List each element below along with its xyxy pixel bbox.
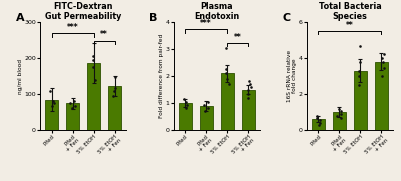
Bar [333,112,346,130]
Point [225,83,232,86]
Text: **: ** [346,21,354,30]
Point [200,104,207,106]
Point [89,58,96,61]
Point [223,68,229,71]
Point [338,112,344,115]
Point [71,104,78,107]
Point [246,82,253,85]
Text: **: ** [234,33,241,42]
Point [205,100,211,103]
Point [90,66,97,68]
Point [183,100,190,103]
Y-axis label: Fold difference from pair-fed: Fold difference from pair-fed [159,34,164,118]
Point [89,55,96,58]
Text: B: B [150,13,158,23]
Point [223,46,229,49]
Point [49,104,55,107]
Bar [312,119,325,130]
Point [356,69,363,72]
Point [338,117,344,119]
Point [380,60,386,63]
Title: FITC-Dextran
Gut Permeability: FITC-Dextran Gut Permeability [45,2,122,21]
Point [338,109,344,112]
Text: A: A [16,13,24,23]
Point [357,45,364,48]
Bar [178,103,192,130]
Text: ***: *** [200,19,212,28]
Bar [221,73,233,130]
Point [357,61,363,64]
Bar [200,106,213,130]
Point [50,99,56,102]
Bar [66,103,79,130]
Point [51,102,57,105]
Point [184,104,190,106]
Point [316,124,322,127]
Point [317,122,324,125]
Point [381,53,387,56]
Point [317,119,323,122]
Bar [354,71,367,130]
Bar [108,86,121,130]
Point [202,109,208,112]
Bar [45,100,58,130]
Point [180,98,187,101]
Y-axis label: 16S rRNA relative
fold change: 16S rRNA relative fold change [287,50,298,102]
Text: **: ** [100,30,108,39]
Bar [375,62,388,130]
Point [336,108,342,110]
Point [379,75,385,77]
Point [110,94,117,97]
Point [356,84,363,87]
Point [381,66,387,69]
Point [92,78,98,81]
Point [71,99,77,102]
Point [67,102,73,105]
Point [245,96,251,99]
Bar [87,63,100,130]
Point [314,116,320,119]
Point [182,106,189,109]
Point [111,86,118,89]
Bar [241,90,255,130]
Point [245,88,251,91]
Point [245,79,252,82]
Point [314,115,321,118]
Title: Plasma
Endotoxin: Plasma Endotoxin [194,2,239,21]
Point [334,115,340,118]
Point [379,56,385,59]
Point [111,90,117,93]
Title: Total Bacteria
Species: Total Bacteria Species [318,2,381,21]
Point [223,72,229,75]
Point [69,106,75,109]
Point [247,85,254,88]
Text: C: C [283,13,291,23]
Text: ***: *** [67,23,79,32]
Point [47,89,53,92]
Y-axis label: ng/ml blood: ng/ml blood [18,58,23,94]
Point [112,75,118,78]
Point [245,92,251,95]
Point [224,77,230,80]
Point [356,75,363,77]
Point [205,107,211,110]
